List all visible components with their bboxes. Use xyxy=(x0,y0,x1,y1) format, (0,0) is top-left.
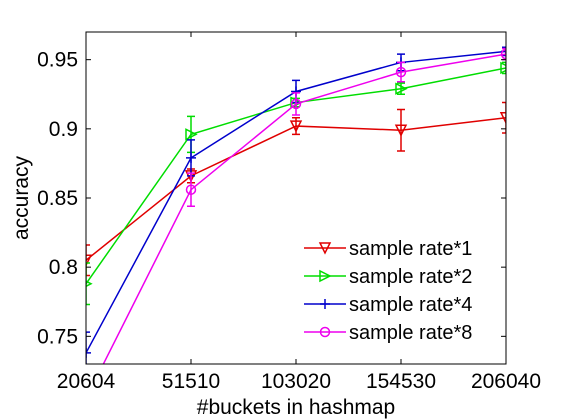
legend-label: sample rate*4 xyxy=(349,294,472,316)
y-tick-label: 0.85 xyxy=(37,187,78,210)
legend-marker xyxy=(319,326,331,338)
data-point xyxy=(186,152,196,163)
error-bar xyxy=(502,101,506,134)
x-axis-label: #buckets in hashmap xyxy=(197,396,395,419)
data-point xyxy=(185,184,197,195)
data-point xyxy=(86,254,93,267)
y-tick-label: 0.95 xyxy=(37,49,78,72)
error-bar xyxy=(502,61,506,75)
error-bar xyxy=(397,108,405,152)
data-point xyxy=(500,48,506,60)
x-tick-label: 206040 xyxy=(471,370,541,393)
data-point xyxy=(500,61,506,75)
data-point xyxy=(394,124,408,137)
data-point xyxy=(395,82,408,95)
error-bar xyxy=(502,46,506,57)
error-bar xyxy=(292,92,300,116)
y-tick-label: 0.75 xyxy=(37,325,78,348)
error-bar xyxy=(86,262,90,306)
data-point xyxy=(185,128,198,141)
legend-label: sample rate*1 xyxy=(349,238,472,260)
axes-layer: 0.75 0.8 0.85 0.9 0.95 20604 51510 103020 154530… xyxy=(37,32,541,393)
data-point xyxy=(82,394,91,403)
data-point xyxy=(499,112,506,125)
x-tick-label: 154530 xyxy=(366,370,436,393)
series-layer xyxy=(82,46,506,403)
legend-label: sample rate*2 xyxy=(349,266,472,288)
data-point xyxy=(290,98,302,110)
legend-marker xyxy=(319,269,332,283)
x-tick-label: 51510 xyxy=(162,370,220,393)
data-point xyxy=(395,66,407,78)
data-point xyxy=(289,120,303,133)
error-bar xyxy=(397,82,405,95)
data-point xyxy=(86,347,91,358)
error-bar xyxy=(86,331,90,364)
legend-label: sample rate*8 xyxy=(349,322,472,344)
legend-marker xyxy=(318,242,332,255)
series-group xyxy=(82,47,506,403)
error-bar xyxy=(86,244,90,277)
y-axis-label: accuracy xyxy=(10,155,33,240)
legend: sample rate*1 sample rate*2 sample rate*4 s… xyxy=(304,238,472,344)
x-tick-label: 20604 xyxy=(57,370,116,393)
error-bar xyxy=(187,172,195,208)
y-tick-label: 0.9 xyxy=(49,118,78,141)
y-tick-label: 0.8 xyxy=(49,256,78,279)
error-bar xyxy=(397,61,405,83)
x-tick-label: 103020 xyxy=(261,370,331,393)
legend-marker xyxy=(320,299,330,309)
